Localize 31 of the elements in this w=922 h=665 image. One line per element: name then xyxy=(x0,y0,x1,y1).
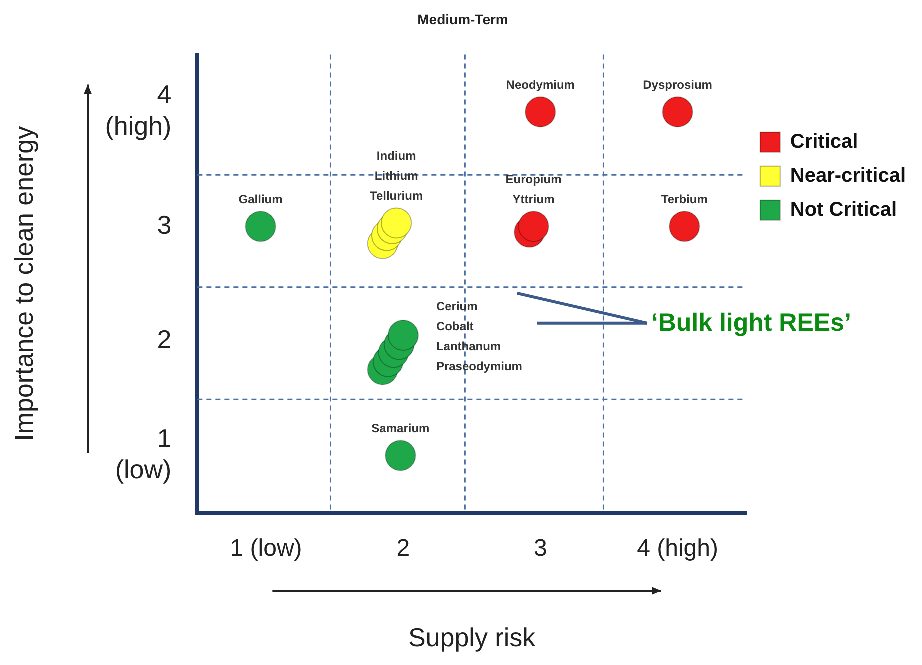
legend-label: Not Critical xyxy=(790,198,898,221)
x-tick-label: 4 (high) xyxy=(637,535,718,562)
annotation: Samarium xyxy=(372,422,430,436)
legend-label: Near-critical xyxy=(790,164,906,187)
y-axis-title: Importance to clean energy xyxy=(8,126,39,442)
annotation: Dysprosium xyxy=(643,78,712,92)
annotation: Indium Lithium Tellurium xyxy=(370,149,424,204)
point xyxy=(388,320,419,351)
y-tick-label: 4 (high) xyxy=(105,80,172,141)
annotation: Europium Yttrium xyxy=(506,172,562,207)
annotation: ‘Bulk light REEs’ xyxy=(651,308,852,338)
x-tick-label: 2 xyxy=(396,535,410,562)
annotation: Neodymium xyxy=(506,78,575,92)
point xyxy=(669,211,700,242)
point xyxy=(381,208,412,239)
point xyxy=(518,211,550,242)
point xyxy=(662,96,694,128)
y-tick-label: 3 xyxy=(157,210,172,240)
y-tick-label: 1 (low) xyxy=(115,423,172,484)
point xyxy=(525,96,556,128)
x-tick-label: 1 (low) xyxy=(230,535,302,562)
chart-title: Medium-Term xyxy=(418,11,508,28)
x-tick-label: 3 xyxy=(534,535,548,562)
point xyxy=(385,440,416,472)
y-tick-label: 2 xyxy=(157,324,172,354)
annotation: Cerium Cobalt Lanthanum Praseodymium xyxy=(436,299,522,374)
x-axis-title: Supply risk xyxy=(408,622,537,653)
legend-label: Critical xyxy=(790,130,858,153)
annotation: Gallium xyxy=(238,192,283,207)
annotation: Terbium xyxy=(661,192,708,207)
point xyxy=(245,211,276,242)
